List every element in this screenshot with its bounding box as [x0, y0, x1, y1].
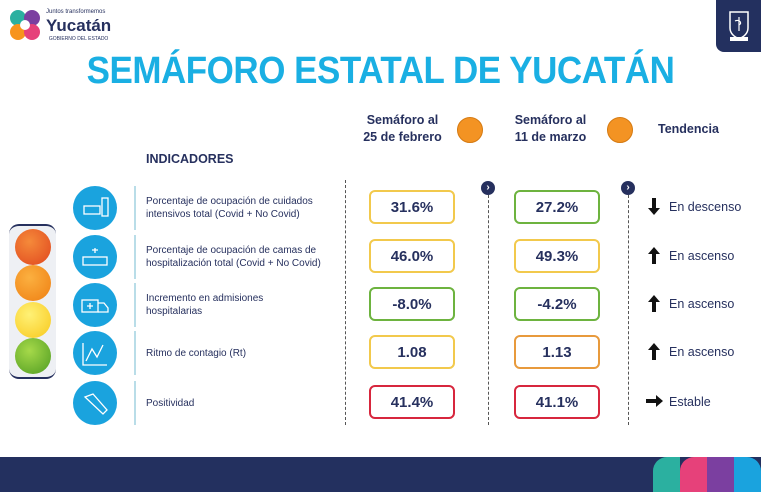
row-divider [134, 186, 136, 230]
trend: En descenso [646, 198, 741, 215]
header-col2-line2: 11 de marzo [514, 130, 587, 144]
value-mar11: -4.2% [514, 287, 600, 321]
header-indicators: INDICADORES [146, 152, 234, 166]
indicator-label-line1: Incremento en admisiones [146, 293, 264, 304]
value-feb25: 1.08 [369, 335, 455, 369]
header-trend: Tendencia [658, 122, 719, 136]
trend-label: En ascenso [669, 248, 735, 263]
arrow-down-icon [648, 198, 660, 215]
indicator-label: Porcentaje de ocupación de cuidados inten… [146, 195, 313, 221]
state-logo: Juntos transformemos Yucatán GOBIERNO DE… [8, 8, 111, 42]
logo-mark-icon [10, 10, 40, 40]
logo-sub: GOBIERNO DEL ESTADO [48, 36, 109, 42]
header-col1-line2: 25 de febrero [363, 130, 442, 144]
value-mar11: 41.1% [514, 385, 600, 419]
value-feb25: 41.4% [369, 385, 455, 419]
chevron-right-icon: › [481, 181, 495, 195]
value-feb25: 46.0% [369, 239, 455, 273]
light-yellow [14, 301, 51, 338]
header-col1: Semáforo al 25 de febrero [355, 112, 450, 146]
value-feb25: 31.6% [369, 190, 455, 224]
chevron-right-icon: › [621, 181, 635, 195]
footer-bar [0, 457, 761, 492]
arrow-up-icon [648, 343, 660, 360]
row-divider [134, 283, 136, 327]
light-green [14, 337, 51, 374]
row-divider [134, 331, 136, 375]
indicator-label-line1: Porcentaje de ocupación de cuidados [146, 196, 313, 207]
value-feb25: -8.0% [369, 287, 455, 321]
hospital-bed-icon [73, 235, 117, 279]
trend: En ascenso [646, 343, 734, 360]
indicator-label: Incremento en admisiones hospitalarias [146, 292, 263, 318]
arrow-up-icon [648, 295, 660, 312]
value-mar11: 49.3% [514, 239, 600, 273]
divider-3 [628, 190, 629, 425]
indicator-label-line2: hospitalización total (Covid + No Covid) [146, 258, 321, 269]
header-col1-line1: Semáforo al [366, 113, 439, 127]
indicator-label: Porcentaje de ocupación de camas de hospi… [146, 244, 321, 270]
health-emblem [716, 0, 761, 52]
status-dot-col1 [457, 117, 483, 143]
swab-test-icon [73, 381, 117, 425]
arrow-up-icon [648, 247, 660, 264]
indicator-label-line1: Positividad [146, 398, 195, 409]
row-divider [134, 381, 136, 425]
trend: En ascenso [646, 295, 734, 312]
shield-emblem-icon [728, 11, 749, 41]
indicator-label-line2: hospitalarias [146, 306, 203, 317]
indicator-label: Positividad [146, 397, 194, 410]
arrow-right-icon [646, 395, 663, 407]
footer-decoration [653, 457, 761, 492]
light-red [14, 229, 51, 266]
trend-label: En ascenso [669, 296, 735, 311]
header-col2-line1: Semáforo al [514, 113, 587, 127]
status-dot-col2 [607, 117, 633, 143]
indicator-label-line2: intensivos total (Covid + No Covid) [146, 209, 300, 220]
indicator-label-line1: Ritmo de contagio (Rt) [146, 348, 247, 359]
row-divider [134, 235, 136, 279]
ambulance-icon [73, 283, 117, 327]
value-mar11: 27.2% [514, 190, 600, 224]
indicator-label-line1: Porcentaje de ocupación de camas de [146, 245, 317, 256]
logo-name: Yucatán [46, 16, 112, 35]
page-title: SEMÁFORO ESTATAL DE YUCATÁN [86, 50, 675, 92]
header-col2: Semáforo al 11 de marzo [503, 112, 598, 146]
light-orange [14, 265, 51, 302]
indicator-label: Ritmo de contagio (Rt) [146, 347, 246, 360]
trend: Estable [646, 393, 711, 410]
traffic-light [9, 224, 56, 379]
trend-label: En ascenso [669, 344, 735, 359]
icu-bed-icon [73, 186, 117, 230]
trend: En ascenso [646, 247, 734, 264]
divider-1 [345, 180, 346, 425]
trend-label: En descenso [669, 199, 742, 214]
contagion-chart-icon [73, 331, 117, 375]
trend-label: Estable [669, 394, 711, 409]
logo-tagline: Juntos transformemos [46, 9, 106, 15]
divider-2 [488, 190, 489, 425]
value-mar11: 1.13 [514, 335, 600, 369]
